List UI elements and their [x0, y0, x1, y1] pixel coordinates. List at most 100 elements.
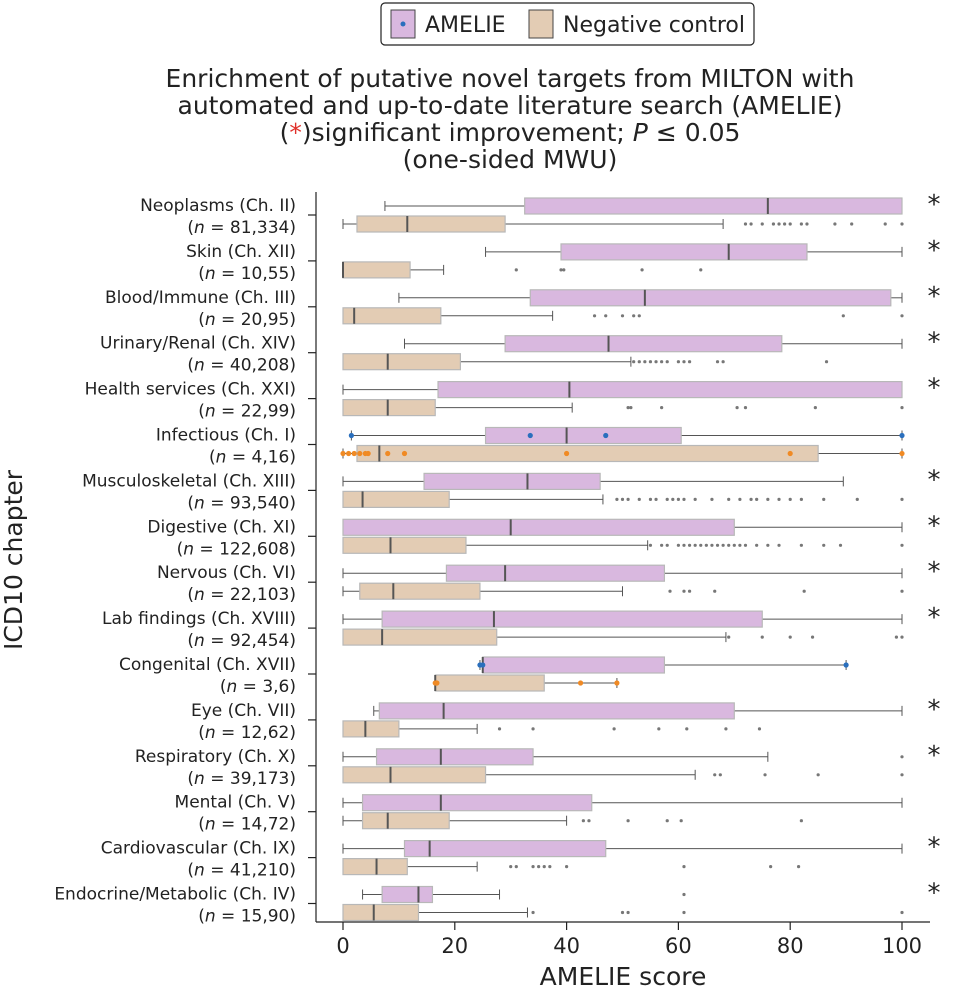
control-flier-point — [660, 543, 664, 547]
control-data-point — [899, 450, 905, 457]
control-flier-point — [771, 222, 776, 226]
amelie-box — [485, 243, 903, 261]
category-n-label: (n = 10,55) — [198, 264, 296, 284]
amelie-box — [342, 839, 903, 858]
control-box — [342, 261, 703, 279]
control-iqr-rect — [342, 353, 461, 371]
control-flier-point — [724, 727, 728, 731]
control-iqr-rect — [342, 766, 487, 784]
control-flier-point — [665, 819, 669, 823]
control-data-point — [434, 680, 440, 686]
significance-marker: * — [928, 833, 941, 863]
category-label: Cardiovascular (Ch. IX) — [101, 839, 296, 859]
control-iqr-rect — [342, 399, 436, 417]
control-flier-point — [615, 497, 619, 501]
control-data-point — [614, 680, 620, 686]
category-row: Musculoskeletal (Ch. XIII)(n = 93,540) * — [82, 465, 940, 513]
control-flier-point — [665, 360, 669, 364]
control-flier-point — [788, 497, 792, 501]
amelie-iqr-rect — [381, 610, 763, 628]
category-n-label: (n = 12,62) — [198, 723, 296, 743]
category-n-label: (n = 15,90) — [198, 907, 296, 927]
control-flier-point — [531, 865, 535, 869]
control-box — [342, 720, 762, 738]
legend: AMELIE Negative control — [380, 2, 755, 46]
title-line-1: Enrichment of putative novel targets fro… — [166, 64, 855, 93]
rows: Neoplasms (Ch. II)(n = 81,334)*Skin (Ch.… — [54, 190, 940, 927]
control-box — [342, 490, 904, 508]
control-flier-point — [715, 360, 720, 364]
category-n-label: (n = 41,210) — [187, 861, 296, 881]
legend-swatch-negative-control — [528, 9, 554, 39]
control-flier-point — [710, 497, 714, 501]
control-flier-point — [743, 222, 748, 226]
category-label: Respiratory (Ch. X) — [135, 747, 296, 767]
control-flier-point — [710, 543, 714, 547]
control-flier-point — [805, 222, 809, 226]
control-flier-point — [743, 406, 748, 410]
amelie-box — [342, 472, 844, 490]
control-box — [342, 812, 803, 830]
control-flier-point — [783, 222, 787, 226]
category-row: Health services (Ch. XXI)(n = 22,99) * — [85, 374, 941, 422]
category-label: Blood/Immune (Ch. III) — [105, 288, 296, 308]
control-flier-point — [626, 910, 630, 915]
control-flier-point — [755, 543, 759, 547]
category-label: Infectious (Ch. I) — [156, 426, 296, 446]
category-label: Urinary/Renal (Ch. XIV) — [100, 334, 296, 354]
category-row: Endocrine/Metabolic (Ch. IV)(n = 15,90) * — [54, 879, 940, 927]
amelie-flier-point — [682, 892, 686, 897]
control-flier-point — [738, 497, 742, 501]
amelie-iqr-rect — [381, 885, 434, 904]
control-flier-point — [509, 865, 513, 869]
amelie-data-point — [348, 432, 354, 439]
x-ticks: 0 20 40 60 80 100 — [336, 922, 922, 958]
x-tick-label: 60 — [665, 934, 692, 958]
control-iqr-rect — [342, 720, 400, 738]
control-flier-point — [682, 589, 686, 593]
amelie-iqr-rect — [375, 748, 534, 766]
amelie-iqr-rect — [342, 518, 735, 536]
control-flier-point — [637, 314, 641, 318]
category-row: Lab findings (Ch. XVIII)(n = 92,454) * — [102, 603, 940, 651]
control-iqr-rect — [342, 261, 411, 279]
subtitle-threshold: ≤ 0.05 — [648, 118, 741, 147]
axes — [315, 192, 930, 923]
significance-marker: * — [928, 695, 941, 725]
control-flier-point — [514, 268, 518, 272]
control-flier-point — [514, 865, 518, 869]
amelie-iqr-rect — [482, 656, 666, 674]
significance-marker: * — [928, 236, 941, 266]
control-flier-point — [679, 819, 683, 823]
control-flier-point — [900, 497, 904, 501]
control-flier-point — [799, 819, 803, 823]
control-flier-point — [562, 268, 566, 272]
category-label: Health services (Ch. XXI) — [85, 380, 296, 400]
control-flier-point — [676, 360, 681, 364]
control-flier-point — [704, 543, 708, 547]
control-iqr-rect — [434, 674, 545, 692]
amelie-data-point — [527, 432, 533, 439]
category-n-label: (n = 39,173) — [187, 769, 296, 789]
amelie-box — [362, 885, 686, 904]
control-flier-point — [632, 360, 636, 364]
amelie-box — [342, 381, 903, 399]
control-flier-point — [687, 360, 692, 364]
control-flier-point — [632, 314, 636, 318]
amelie-iqr-rect — [484, 426, 682, 445]
control-flier-point — [626, 819, 630, 823]
control-flier-point — [581, 819, 585, 823]
control-flier-point — [822, 497, 826, 501]
control-data-point — [401, 450, 408, 457]
category-n-label: (n = 92,454) — [187, 631, 296, 651]
x-tick-label: 0 — [336, 934, 349, 958]
amelie-flier-point — [900, 755, 904, 759]
control-flier-point — [654, 360, 658, 364]
control-flier-point — [810, 635, 815, 639]
significance-marker: * — [928, 374, 941, 404]
control-flier-point — [727, 635, 731, 639]
control-flier-point — [559, 268, 563, 272]
amelie-iqr-rect — [437, 381, 903, 399]
control-flier-point — [592, 314, 597, 318]
